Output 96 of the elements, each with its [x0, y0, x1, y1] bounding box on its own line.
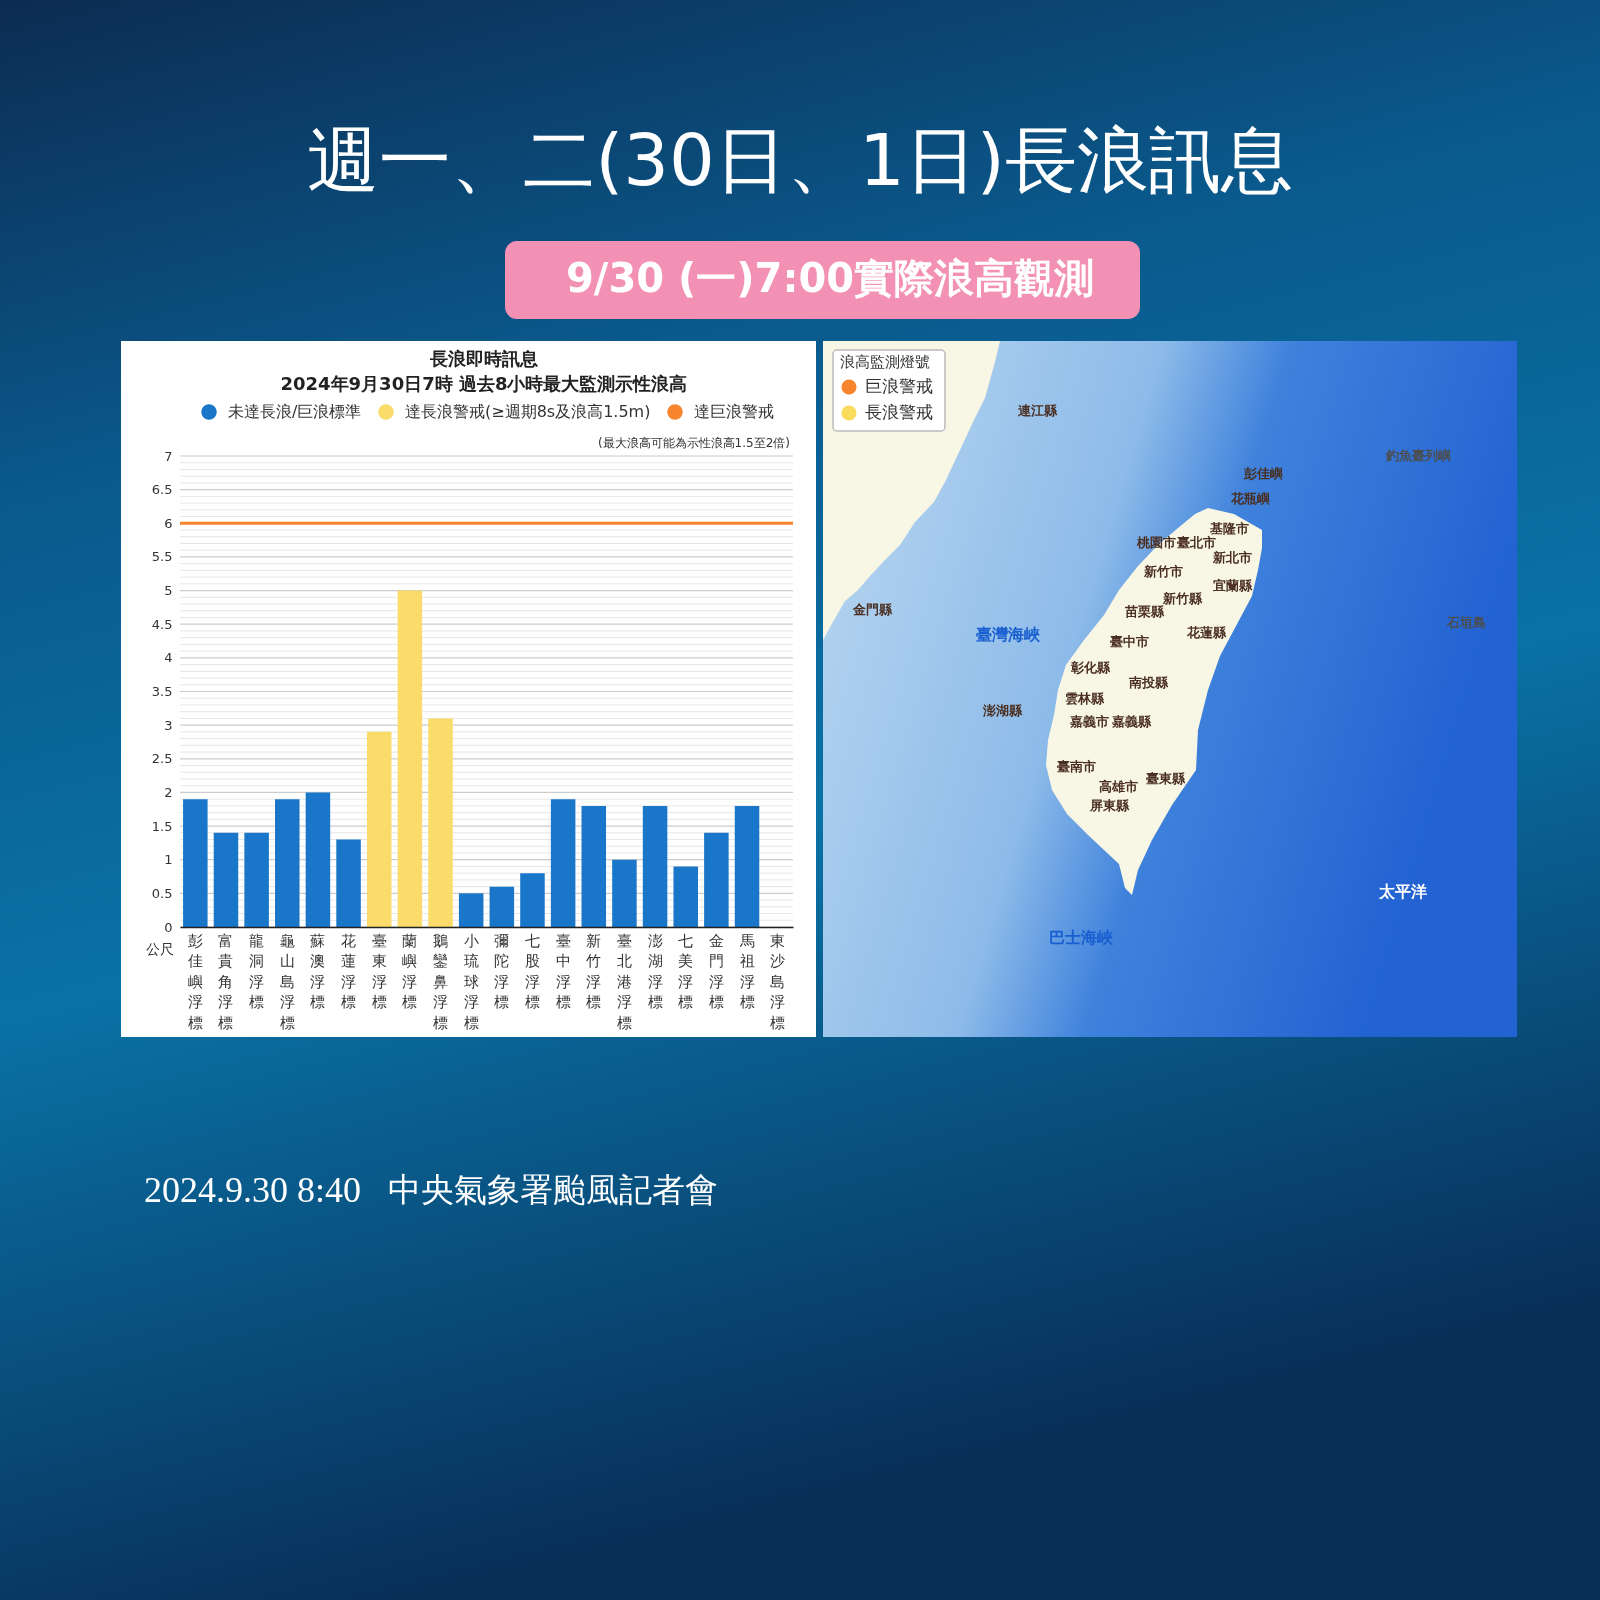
text: 臺灣海峽	[976, 625, 1041, 644]
x-tick-label: 臺中浮標	[555, 931, 571, 1011]
x-tick-label: 臺東浮標	[371, 931, 387, 1011]
text: 釣魚臺列嶼	[1384, 448, 1451, 463]
text: 石垣島	[1445, 615, 1486, 630]
legend-title: 浪高監測燈號	[840, 353, 930, 371]
legend-label: 未達長浪/巨浪標準	[228, 402, 362, 421]
text: 新竹市	[1142, 564, 1183, 579]
x-tick-label: 鵝鑾鼻浮標	[433, 931, 449, 1032]
bar	[458, 893, 484, 927]
chart-subtitle: 2024年9月30日7時 過去8小時最大監測示性浪高	[280, 373, 688, 394]
y-tick-label: 1	[164, 852, 173, 868]
legend-label: 達長浪警戒(≥週期8s及浪高1.5m)	[405, 402, 651, 421]
text: 彰化縣	[1069, 660, 1111, 675]
text: 金門縣	[851, 602, 893, 617]
bar	[275, 799, 300, 927]
text: 雲林縣	[1064, 691, 1105, 706]
x-tick-label: 花蓮浮標	[341, 931, 357, 1011]
text: 嘉義市	[1069, 714, 1109, 729]
text: (最大浪高可能為示性浪高1.5至2倍)	[597, 436, 790, 450]
bar	[612, 859, 637, 927]
bar	[642, 805, 668, 927]
y-tick-label: 7	[164, 448, 173, 464]
text: 嘉義縣	[1111, 714, 1152, 729]
y-tick-label: 2	[164, 784, 173, 800]
x-tick-label: 臺北港浮標	[616, 931, 632, 1032]
text: 桃園市	[1135, 535, 1176, 550]
y-tick-label: 3	[164, 717, 173, 733]
x-tick-label: 彭佳嶼浮標	[187, 931, 203, 1032]
bar	[366, 731, 392, 927]
bar	[213, 832, 239, 927]
text: 屏東縣	[1088, 798, 1130, 813]
y-tick-label: 6.5	[151, 482, 173, 498]
y-tick-label: 5.5	[151, 549, 173, 565]
bar	[397, 590, 423, 927]
x-tick-label: 七股浮標	[524, 931, 540, 1011]
text: 太平洋	[1378, 882, 1427, 901]
text: 臺南市	[1056, 759, 1096, 774]
x-tick-label: 澎湖浮標	[647, 931, 663, 1011]
x-tick-label: 彌陀浮標	[494, 931, 510, 1011]
text: 花瓶嶼	[1229, 491, 1270, 506]
y-tick-label: 5	[164, 583, 173, 599]
text: 2024.9.30 8:40	[144, 1170, 362, 1210]
x-tick-label: 東沙島浮標	[770, 931, 786, 1032]
legend-label: 巨浪警戒	[865, 376, 933, 396]
y-tick-label: 4.5	[151, 616, 173, 632]
bar	[550, 799, 576, 927]
bar	[704, 832, 729, 927]
y-tick-label: 2.5	[151, 751, 173, 767]
text: 南投縣	[1127, 675, 1169, 690]
text: 高雄市	[1098, 779, 1138, 794]
bar	[183, 799, 208, 927]
bar	[581, 805, 607, 927]
x-tick-label: 龍洞浮標	[249, 931, 265, 1011]
bar	[336, 839, 361, 927]
chart-title: 長浪即時訊息	[429, 348, 538, 369]
y-tick-label: 1.5	[151, 818, 173, 834]
x-tick-label: 新竹浮標	[586, 931, 602, 1011]
text: 臺東縣	[1145, 771, 1186, 786]
text: 臺北市	[1176, 535, 1216, 550]
bar	[673, 866, 698, 927]
y-tick-label: 4	[164, 650, 173, 666]
text: 彭佳嶼	[1242, 466, 1283, 481]
bar	[428, 718, 453, 927]
y-tick-label: 3.5	[151, 684, 173, 699]
text: 新北市	[1211, 550, 1252, 565]
y-axis-title: 公尺	[145, 940, 174, 957]
text: 9/30 (一)7:00實際浪高觀測	[565, 255, 1095, 301]
y-tick-label: 0	[164, 919, 173, 935]
text: 基隆市	[1208, 521, 1249, 536]
x-tick-label: 小琉球浮標	[463, 931, 479, 1032]
text: 苗栗縣	[1123, 604, 1165, 619]
text: 連江縣	[1016, 403, 1058, 418]
y-tick-label: 0.5	[151, 885, 173, 901]
text: 澎湖縣	[981, 703, 1023, 718]
bar	[520, 873, 545, 927]
y-tick-label: 6	[164, 515, 173, 531]
bar	[244, 832, 269, 927]
bar	[734, 805, 760, 927]
x-tick-label: 馬祖浮標	[738, 931, 755, 1011]
legend-label: 長浪警戒	[865, 402, 933, 422]
x-tick-label: 七美浮標	[678, 931, 694, 1011]
text: 中央氣象署颱風記者會	[388, 1170, 718, 1209]
bar	[489, 886, 515, 927]
text: 宜蘭縣	[1212, 578, 1253, 593]
bar	[305, 792, 331, 927]
text: 臺中市	[1109, 634, 1149, 649]
text: 新竹縣	[1161, 591, 1203, 606]
text: 週一、二(30日、1日)長浪訊息	[307, 118, 1293, 202]
text: 花蓮縣	[1185, 625, 1227, 640]
legend-label: 達巨浪警戒	[694, 402, 774, 421]
x-tick-label: 金門浮標	[708, 931, 724, 1011]
x-tick-label: 富貴角浮標	[218, 931, 234, 1032]
x-tick-label: 蘭嶼浮標	[402, 931, 418, 1011]
x-tick-label: 蘇澳浮標	[310, 931, 326, 1011]
x-tick-label: 龜山島浮標	[279, 931, 295, 1032]
